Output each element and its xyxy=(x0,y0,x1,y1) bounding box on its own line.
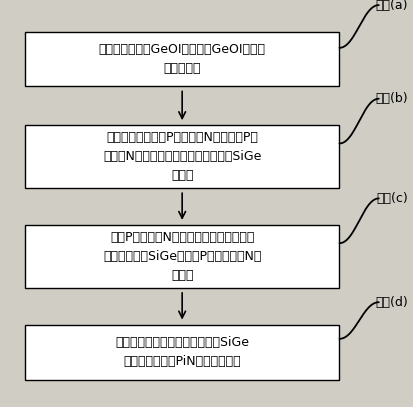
Text: 刻蚀所述衬底形成P型沟槽和N型沟槽，P型
沟槽和N型沟槽的深度小于衬底的顶层SiGe
的厚度: 刻蚀所述衬底形成P型沟槽和N型沟槽，P型 沟槽和N型沟槽的深度小于衬底的顶层Si… xyxy=(103,131,261,182)
Text: 步骤(b): 步骤(b) xyxy=(374,92,407,105)
Text: 步骤(a): 步骤(a) xyxy=(374,0,407,11)
Text: 在衬底上形成引线，以完成异质SiGe
基固态等离子体PiN二极管的制备: 在衬底上形成引线，以完成异质SiGe 基固态等离子体PiN二极管的制备 xyxy=(115,336,249,368)
FancyBboxPatch shape xyxy=(25,125,339,188)
Text: 填充P型沟槽和N型沟槽，并采用离子注入
在衬底的顶层SiGe内形成P型有源区和N型
有源区: 填充P型沟槽和N型沟槽，并采用离子注入 在衬底的顶层SiGe内形成P型有源区和N… xyxy=(103,231,261,282)
FancyBboxPatch shape xyxy=(25,225,339,288)
FancyBboxPatch shape xyxy=(25,32,339,87)
FancyBboxPatch shape xyxy=(25,325,339,379)
Text: 步骤(d): 步骤(d) xyxy=(374,296,407,309)
Text: 步骤(c): 步骤(c) xyxy=(375,192,407,205)
Text: 选取某一晶向的GeOI衬底，在GeOI衬底上
设置隔离区: 选取某一晶向的GeOI衬底，在GeOI衬底上 设置隔离区 xyxy=(98,43,265,75)
